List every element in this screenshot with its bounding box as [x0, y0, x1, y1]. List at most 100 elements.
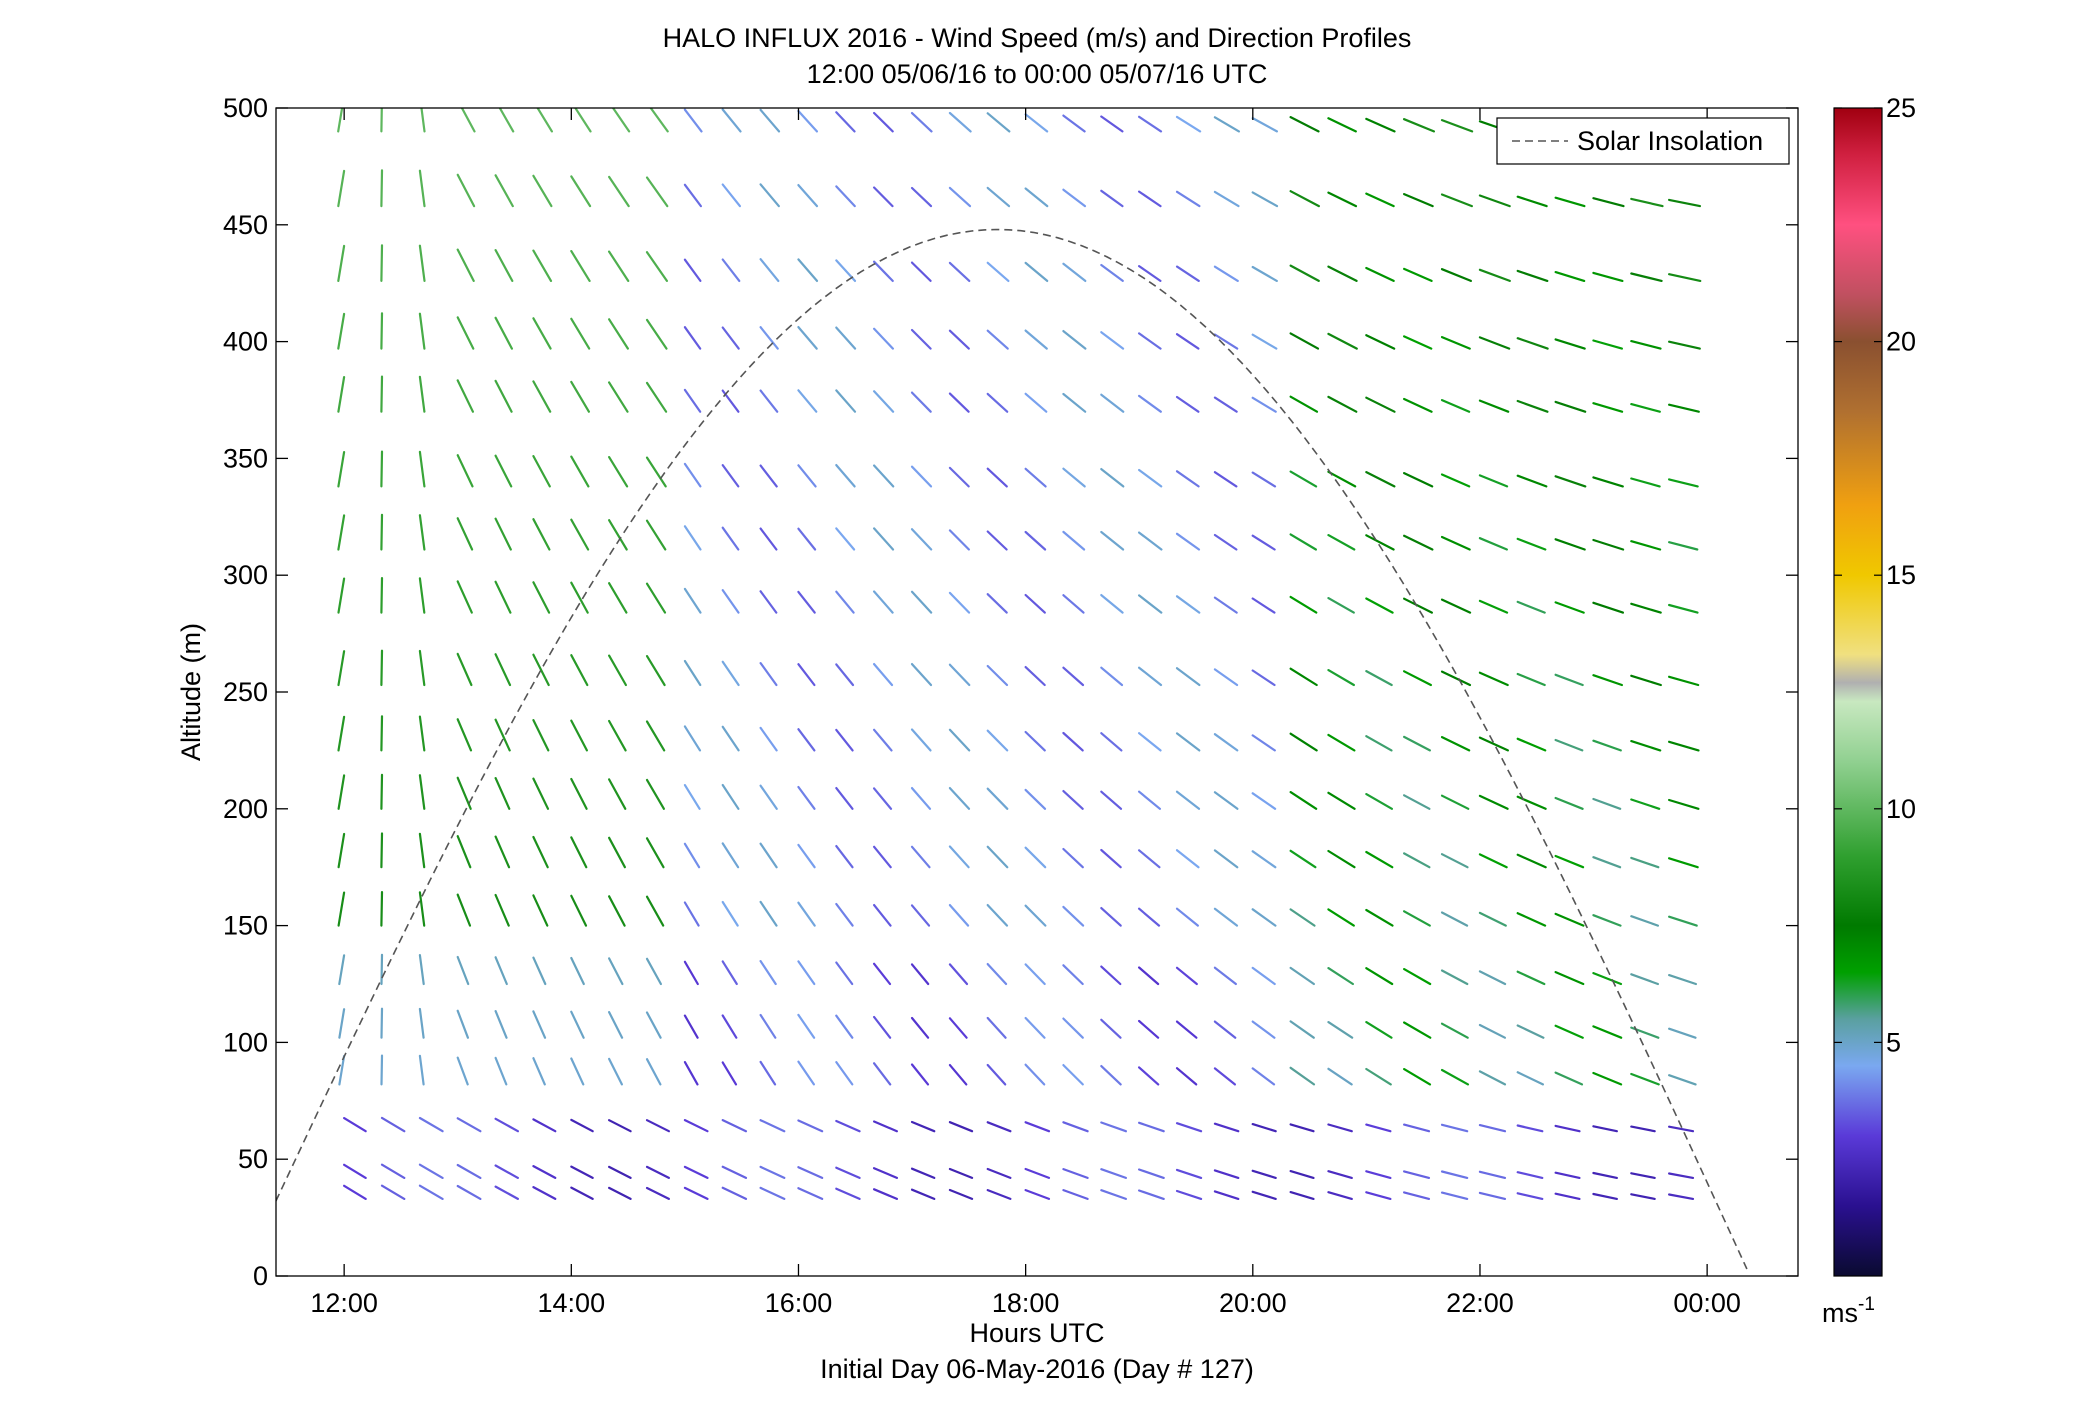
wind-barb: [380, 1116, 406, 1133]
wind-barb: [721, 1186, 748, 1201]
wind-barb: [1365, 192, 1395, 208]
wind-barb: [1251, 333, 1278, 350]
wind-barb: [570, 518, 590, 551]
wind-barb: [948, 1121, 974, 1133]
wind-barb: [721, 660, 740, 687]
wind-barb: [645, 381, 668, 413]
wind-barb: [418, 832, 426, 869]
wind-barb: [1289, 595, 1318, 614]
x-tick-label: 22:00: [1446, 1288, 1514, 1318]
wind-barb: [1289, 1123, 1315, 1133]
wind-barb: [1478, 736, 1510, 752]
wind-barb: [1100, 530, 1125, 551]
wind-barb: [683, 960, 699, 986]
wind-barb: [1062, 1063, 1084, 1086]
wind-barb: [1630, 340, 1662, 350]
wind-barb: [759, 1060, 777, 1086]
wind-barb: [872, 327, 895, 350]
wind-barb: [645, 251, 669, 282]
wind-barb: [570, 1118, 594, 1133]
wind-barb: [759, 183, 780, 208]
wind-barb: [337, 244, 346, 282]
wind-barb: [872, 390, 895, 413]
wind-barb: [337, 514, 346, 551]
wind-barb: [835, 1060, 854, 1086]
wind-barb: [986, 962, 1008, 986]
wind-barb: [456, 893, 472, 927]
wind-barb: [1630, 272, 1663, 282]
wind-barb: [418, 1007, 425, 1039]
wind-barb: [607, 1119, 632, 1133]
wind-barb: [1630, 1125, 1656, 1133]
wind-barb: [1024, 963, 1046, 986]
wind-barb: [721, 326, 740, 350]
wind-barb: [380, 953, 384, 986]
wind-barb: [1592, 601, 1625, 614]
wind-barb: [872, 1062, 892, 1086]
wind-barb: [1213, 1122, 1240, 1133]
wind-barb: [1365, 1020, 1393, 1039]
wind-barb: [380, 890, 384, 927]
x-tick-label: 18:00: [992, 1288, 1060, 1318]
wind-barb: [986, 729, 1009, 752]
wind-barb: [1251, 669, 1276, 687]
wind-barb: [1554, 475, 1587, 488]
wind-barb: [418, 953, 425, 986]
wind-barb: [1402, 1067, 1432, 1086]
wind-barb: [1554, 1171, 1581, 1180]
wind-barb: [1024, 665, 1046, 687]
wind-barb: [872, 464, 895, 488]
wind-barb: [1667, 198, 1702, 208]
wind-barb: [532, 718, 550, 752]
wind-barb: [683, 258, 702, 282]
wind-barb: [1402, 193, 1434, 208]
wind-barb: [1667, 1027, 1697, 1039]
wind-barb: [835, 844, 854, 869]
wind-barb: [986, 845, 1009, 869]
wind-barb: [570, 777, 588, 810]
wind-barb: [380, 773, 384, 810]
wind-barb: [532, 581, 551, 614]
wind-barb: [1630, 674, 1662, 687]
wind-barb: [1630, 915, 1660, 927]
wind-barb: [418, 244, 426, 282]
wind-barb: [835, 326, 857, 350]
wind-barb: [1175, 1122, 1203, 1133]
wind-barb: [1667, 603, 1699, 614]
wind-barb: [948, 1188, 974, 1201]
wind-barb: [1327, 1020, 1354, 1039]
wind-barb: [835, 1014, 854, 1039]
wind-barb: [1213, 1169, 1240, 1180]
wind-barb: [721, 1118, 748, 1133]
wind-barb: [797, 109, 819, 133]
wind-barb: [380, 375, 384, 413]
wind-barb: [1213, 1190, 1240, 1201]
wind-barb: [607, 582, 628, 614]
wind-barb: [948, 111, 972, 133]
wind-barb: [418, 1163, 444, 1180]
wind-barb: [570, 654, 589, 687]
wind-barb: [1365, 1067, 1392, 1086]
wind-barb: [380, 1007, 384, 1039]
wind-barb: [1440, 1068, 1470, 1086]
wind-barb: [645, 1186, 671, 1201]
wind-barb: [1289, 908, 1316, 927]
wind-barb: [910, 465, 933, 488]
wind-barb: [1630, 403, 1661, 413]
wind-barb: [1402, 735, 1432, 752]
y-tick-label: 200: [223, 794, 268, 824]
wind-barb: [574, 108, 592, 133]
wind-barb: [1251, 908, 1277, 927]
wind-barb: [418, 375, 426, 413]
wind-barb: [1251, 966, 1276, 986]
y-tick-label: 500: [223, 93, 268, 123]
wind-barb: [1062, 467, 1086, 488]
wind-barb: [759, 527, 778, 551]
wind-barb: [1592, 1192, 1619, 1201]
x-tick-label: 14:00: [538, 1288, 606, 1318]
wind-barb: [1175, 907, 1200, 927]
wind-barb: [910, 590, 933, 614]
wind-barb: [910, 528, 933, 551]
wind-barb: [1554, 1192, 1581, 1201]
wind-barb: [986, 392, 1009, 413]
